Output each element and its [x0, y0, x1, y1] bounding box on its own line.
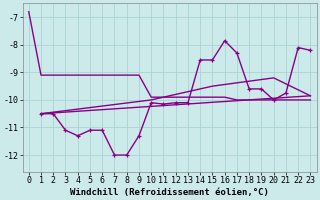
X-axis label: Windchill (Refroidissement éolien,°C): Windchill (Refroidissement éolien,°C) [70, 188, 269, 197]
